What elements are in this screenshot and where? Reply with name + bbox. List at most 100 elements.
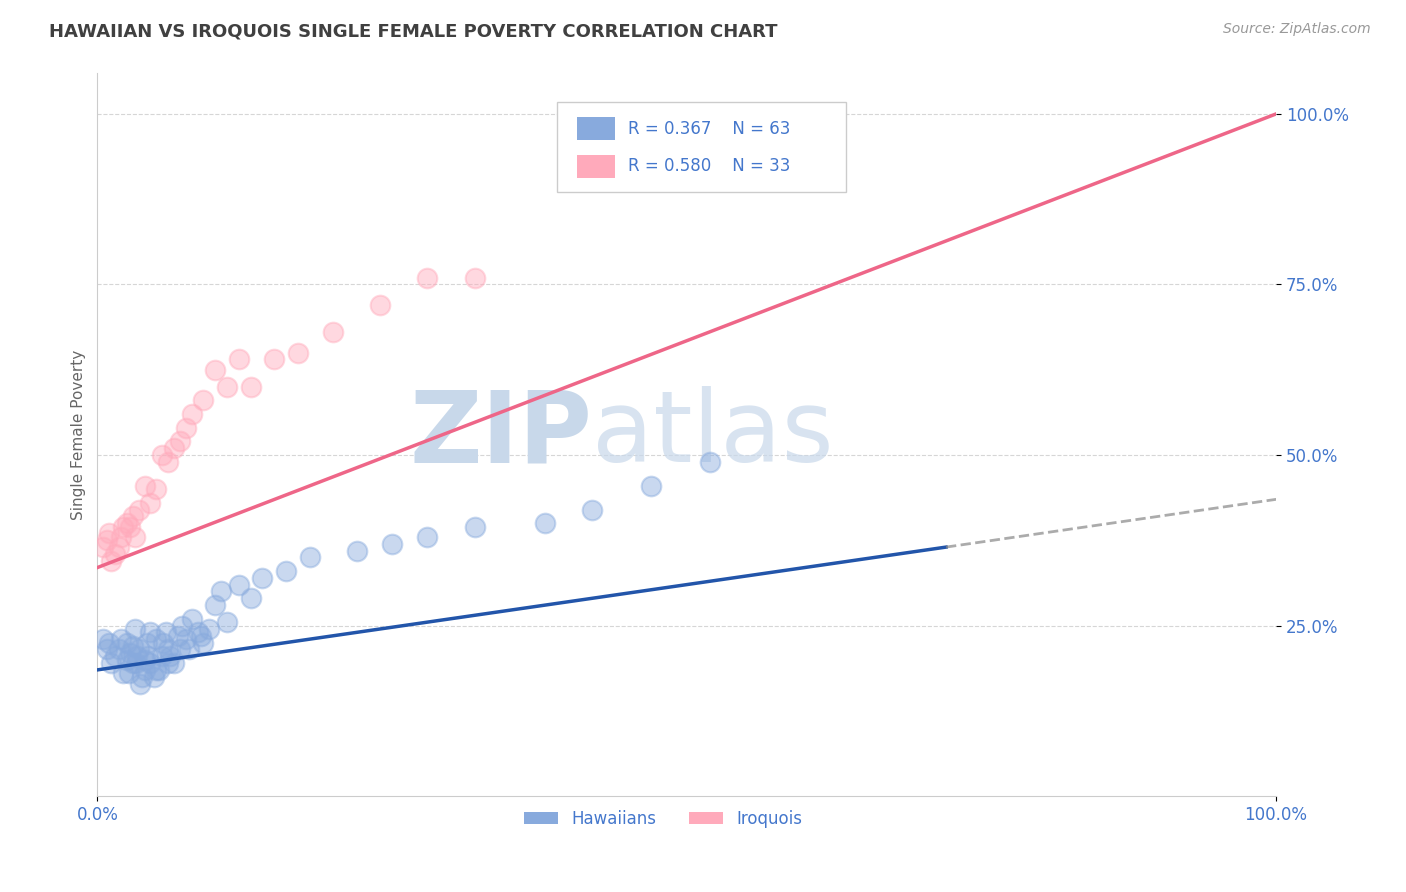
Point bbox=[91, 540, 114, 554]
Point bbox=[145, 632, 167, 647]
Point bbox=[534, 516, 557, 531]
Point bbox=[640, 479, 662, 493]
Text: R = 0.367    N = 63: R = 0.367 N = 63 bbox=[628, 120, 790, 137]
Point bbox=[145, 663, 167, 677]
Point bbox=[252, 571, 274, 585]
Text: ZIP: ZIP bbox=[409, 386, 592, 483]
Point bbox=[124, 622, 146, 636]
Point bbox=[215, 615, 238, 629]
Point bbox=[159, 649, 181, 664]
Point bbox=[110, 632, 132, 647]
Point bbox=[228, 352, 250, 367]
Point bbox=[155, 625, 177, 640]
Point bbox=[198, 622, 221, 636]
Point bbox=[239, 591, 262, 606]
Point bbox=[121, 639, 143, 653]
Point bbox=[699, 455, 721, 469]
Point bbox=[581, 502, 603, 516]
Point bbox=[96, 642, 118, 657]
Point bbox=[163, 441, 186, 455]
Point bbox=[179, 642, 201, 657]
Point bbox=[134, 663, 156, 677]
Point bbox=[118, 666, 141, 681]
Point bbox=[120, 646, 142, 660]
Point bbox=[169, 434, 191, 449]
Legend: Hawaiians, Iroquois: Hawaiians, Iroquois bbox=[517, 804, 808, 835]
Point bbox=[128, 676, 150, 690]
Point bbox=[180, 612, 202, 626]
Point bbox=[142, 670, 165, 684]
Point bbox=[96, 533, 118, 548]
Point bbox=[215, 380, 238, 394]
Point bbox=[228, 577, 250, 591]
Point bbox=[100, 656, 122, 670]
Text: atlas: atlas bbox=[592, 386, 834, 483]
Point bbox=[112, 519, 135, 533]
Y-axis label: Single Female Poverty: Single Female Poverty bbox=[72, 350, 86, 520]
Point bbox=[416, 270, 439, 285]
Point bbox=[150, 448, 173, 462]
Point bbox=[416, 530, 439, 544]
Point bbox=[209, 584, 232, 599]
Point bbox=[204, 362, 226, 376]
Point bbox=[193, 393, 215, 408]
Point bbox=[139, 625, 162, 640]
Text: R = 0.580    N = 33: R = 0.580 N = 33 bbox=[628, 157, 790, 175]
Point bbox=[381, 537, 404, 551]
Point bbox=[115, 516, 138, 531]
Point bbox=[91, 632, 114, 647]
Point bbox=[166, 629, 188, 643]
Point bbox=[134, 479, 156, 493]
Point bbox=[115, 653, 138, 667]
Point bbox=[152, 635, 174, 649]
Point bbox=[104, 649, 127, 664]
Point bbox=[128, 642, 150, 657]
Point bbox=[239, 380, 262, 394]
Point bbox=[139, 656, 162, 670]
Point bbox=[174, 632, 197, 647]
Point bbox=[464, 519, 486, 533]
Point bbox=[136, 649, 159, 664]
Point bbox=[124, 530, 146, 544]
Point bbox=[134, 653, 156, 667]
Point bbox=[187, 625, 209, 640]
Point bbox=[174, 420, 197, 434]
Point bbox=[139, 496, 162, 510]
Point bbox=[115, 635, 138, 649]
Point bbox=[107, 642, 129, 657]
Text: HAWAIIAN VS IROQUOIS SINGLE FEMALE POVERTY CORRELATION CHART: HAWAIIAN VS IROQUOIS SINGLE FEMALE POVER… bbox=[49, 22, 778, 40]
Point bbox=[125, 656, 148, 670]
Point bbox=[112, 666, 135, 681]
Point bbox=[172, 618, 194, 632]
Point bbox=[287, 345, 309, 359]
Point bbox=[322, 325, 344, 339]
Text: Source: ZipAtlas.com: Source: ZipAtlas.com bbox=[1223, 22, 1371, 37]
Point bbox=[464, 270, 486, 285]
FancyBboxPatch shape bbox=[557, 102, 846, 193]
Point bbox=[145, 482, 167, 496]
Point bbox=[121, 656, 143, 670]
Point bbox=[98, 526, 121, 541]
Point bbox=[263, 352, 285, 367]
Point bbox=[346, 543, 368, 558]
Point bbox=[127, 649, 149, 664]
Point bbox=[98, 635, 121, 649]
Point bbox=[120, 519, 142, 533]
Point bbox=[190, 629, 212, 643]
Point bbox=[131, 670, 153, 684]
Point bbox=[163, 656, 186, 670]
Point bbox=[148, 663, 170, 677]
Point bbox=[193, 635, 215, 649]
Point bbox=[157, 656, 180, 670]
Point bbox=[150, 649, 173, 664]
Point bbox=[157, 455, 180, 469]
Point bbox=[298, 550, 321, 565]
Point bbox=[169, 642, 191, 657]
Point bbox=[204, 598, 226, 612]
Point bbox=[157, 642, 180, 657]
Bar bbox=[576, 154, 614, 178]
Point bbox=[274, 564, 297, 578]
Point bbox=[104, 547, 127, 561]
Point bbox=[121, 509, 143, 524]
Point bbox=[368, 298, 391, 312]
